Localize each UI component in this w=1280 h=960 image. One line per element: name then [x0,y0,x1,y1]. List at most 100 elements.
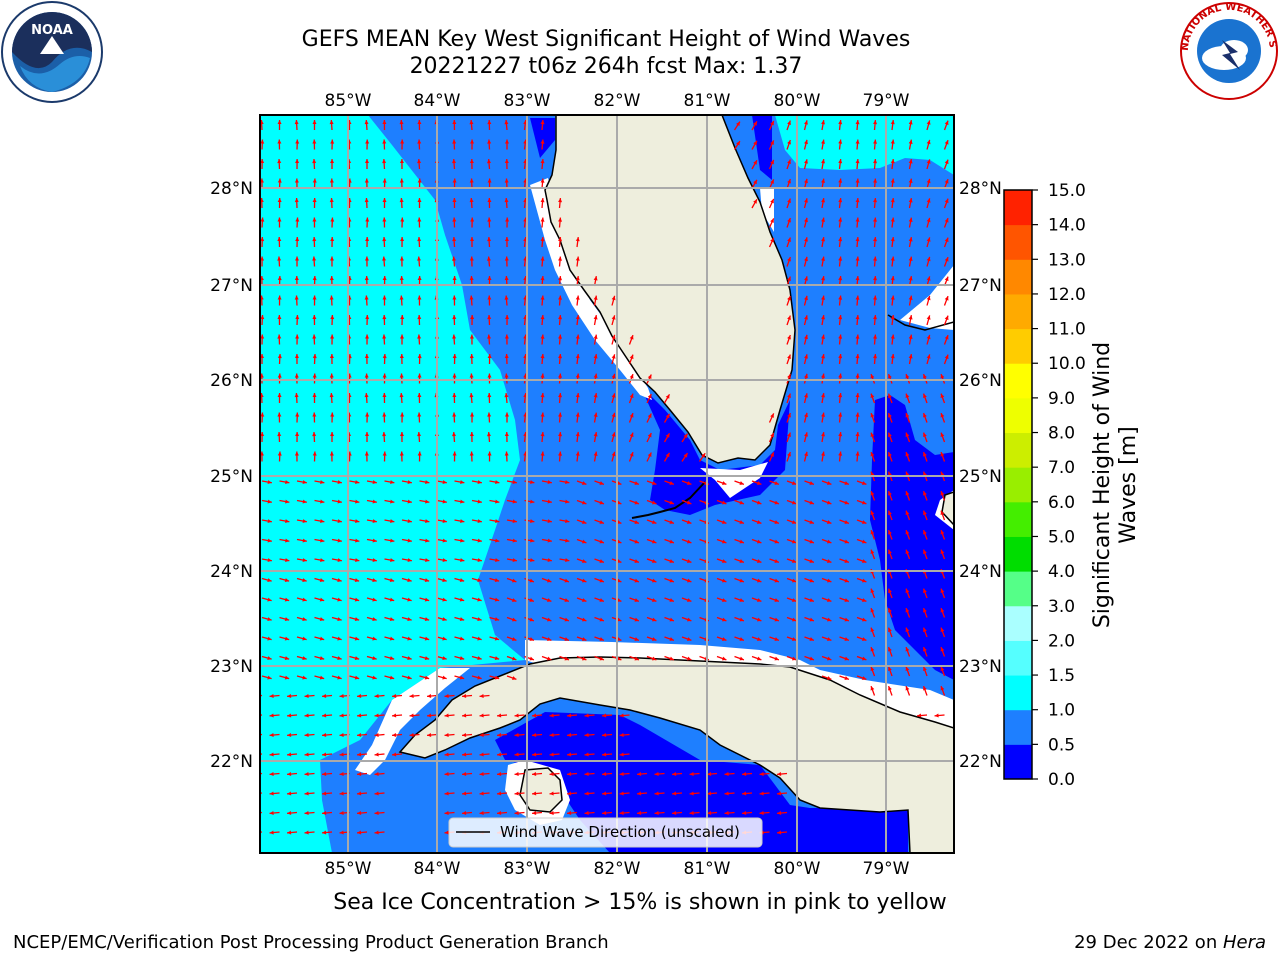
wind-wave-arrow-head [532,791,537,796]
wind-wave-arrow-head [452,159,457,164]
wind-wave-arrow-head [905,491,910,496]
wind-wave-arrow-head [497,811,502,816]
wind-wave-arrow-head [547,538,552,543]
wind-wave-arrow-head [339,830,344,835]
wind-wave-arrow-head [809,500,814,505]
wind-wave-arrow-head [905,686,910,691]
wind-wave-arrow-head [427,713,432,718]
wind-wave-arrow-head [923,608,927,613]
lat-label-right: 28°N [959,179,1002,199]
wind-wave-arrow-head [452,120,457,125]
wind-wave-arrow-head [424,617,430,621]
wind-wave-arrow-head [477,656,482,660]
wind-wave-arrow-head [944,354,949,360]
wind-wave-arrow-head [870,549,875,555]
wind-wave-arrow-head [469,334,474,339]
colorbar-tick-label: 5.0 [1048,527,1075,547]
wind-wave-arrow-head [260,159,265,164]
wind-wave-arrow-head [295,159,300,164]
wind-wave-arrow-head [619,733,624,738]
wind-wave-arrow-head [861,500,867,505]
wind-wave-arrow-head [575,256,580,261]
wind-wave-arrow-head [392,694,397,699]
wind-wave-arrow-head [651,559,657,563]
wave-band-0-0.5-bahamas [870,395,954,680]
wind-wave-arrow-head [873,139,878,144]
wind-wave-arrow-head [558,334,563,339]
wind-wave-arrow-head [753,179,757,185]
wind-wave-arrow-head [923,686,927,691]
wind-wave-arrow-head [365,139,370,144]
wind-wave-arrow-head [926,237,931,242]
wind-wave-arrow-head [295,412,300,417]
wind-wave-arrow-head [861,559,867,563]
wind-wave-arrow-head [575,354,580,359]
wind-wave-arrow-head [565,519,570,524]
wind-wave-arrow-head [452,334,457,339]
wind-wave-arrow-head [312,120,317,125]
wind-wave-arrow-head [312,198,317,203]
wind-wave-arrow-head [558,412,563,417]
wind-wave-arrow-head [267,617,272,621]
wind-wave-arrow-head [564,598,569,602]
wind-wave-arrow-head [372,480,377,485]
wind-wave-arrow-head [926,139,931,145]
wind-wave-arrow-head [319,617,325,621]
wind-wave-arrow-head [365,237,370,242]
wind-wave-arrow-head [724,811,729,816]
wind-wave-arrow-head [669,617,674,622]
wind-wave-arrow-head [584,772,589,777]
wind-wave-arrow-head [908,120,913,125]
wind-wave-arrow-head [669,559,674,563]
wind-wave-arrow-head [777,811,782,816]
wind-wave-arrow-head [565,499,570,504]
wind-wave-arrow-head [409,733,414,738]
wind-wave-arrow-head [400,237,405,242]
wind-wave-arrow-head [260,237,265,242]
wind-wave-arrow-head [302,499,307,504]
wind-wave-arrow-head [312,295,317,300]
colorbar-tick-label: 1.5 [1048,666,1075,686]
wind-wave-arrow-head [427,733,432,738]
wind-wave-arrow-head [739,617,744,622]
wind-wave-arrow-head [905,452,910,457]
wind-wave-arrow-head [739,500,744,505]
lon-label-top: 82°W [594,91,641,111]
wind-wave-arrow-head [285,538,290,543]
wind-wave-arrow-head [390,480,395,485]
wind-wave-arrow-head [855,256,860,261]
wind-wave-arrow-head [487,315,492,320]
wind-wave-arrow-head [873,217,878,222]
wind-wave-arrow-head [511,578,517,583]
wind-wave-arrow-head [382,178,387,183]
wind-wave-arrow-head [721,481,727,485]
wind-wave-arrow-head [647,393,652,399]
wind-wave-arrow-head [926,256,931,262]
wind-wave-arrow-head [504,295,509,300]
wind-wave-arrow-head [908,217,913,222]
wind-wave-arrow-head [382,276,387,281]
wind-wave-arrow-head [497,733,502,738]
wind-wave-arrow-head [581,559,587,563]
wind-wave-arrow-head [512,538,517,543]
wind-wave-arrow-head [399,354,404,359]
wind-wave-arrow-head [469,120,474,125]
wind-wave-arrow-head [558,432,563,437]
wind-wave-arrow-head [462,713,467,718]
wind-wave-arrow-head [487,237,492,242]
colorbar-tick-label: 13.0 [1048,250,1086,270]
wind-wave-arrow-head [354,636,360,641]
wind-wave-arrow-head [686,481,692,485]
wind-wave-arrow-head [277,412,282,417]
wind-wave-arrow-head [602,772,607,777]
wind-wave-arrow-head [294,451,299,456]
wind-wave-arrow-head [470,139,475,144]
wind-wave-arrow-head [479,733,484,738]
wind-wave-arrow-head [269,830,274,835]
wind-wave-arrow-head [442,597,447,602]
wind-wave-arrow-head [269,752,274,757]
wind-wave-arrow-head [477,597,482,602]
wind-wave-arrow-head [497,713,502,718]
wind-wave-arrow-head [581,578,587,583]
wind-wave-arrow-head [284,578,290,582]
